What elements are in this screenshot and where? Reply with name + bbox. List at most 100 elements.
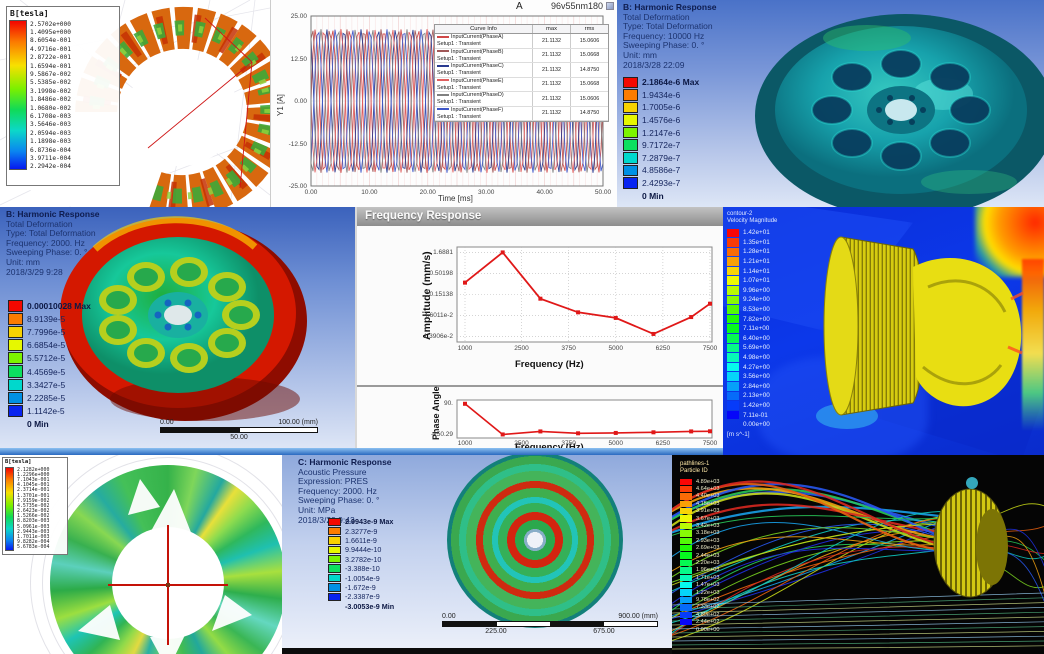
legend-value: 1.2296e+000 [17,471,50,478]
axis-tick: 6250 [655,345,671,352]
legend-row: -2.3387e-9 [328,592,394,601]
legend-value: 1.7005e-6 [642,102,681,113]
legend-values: 2.1282e+000 1.2296e+000 7.1043e-001 4.1045e… [17,467,49,551]
legend-value: -3.0053e-9 Min [345,601,395,611]
legend-unit: [m s^-1] [727,431,750,439]
legend-row: 3.91e+03 [680,508,720,515]
legend-values: 1.42e+01 1.35e+01 1.28e+01 1.21e+01 1.14e+01… [727,228,777,429]
colorbar [5,467,14,551]
field-legend: B[tesla] 2.5702e+000 1.4095e+000 8.6054e-0… [6,6,120,186]
coil-bore [126,57,238,167]
legend-value: 4.5735e-002 [17,502,50,509]
legend-value: 2.5702e+000 [30,20,71,28]
panel-frequency-response: Frequency Response Amplitude (mm/s) Phas… [355,207,723,455]
legend-value: 7.11e-01 [743,411,768,419]
legend-value: 8.53e+00 [743,306,770,314]
legend-band [680,604,692,611]
legend-row: 5.0961e-003 [17,524,49,530]
legend-row: 2.13e+00 [727,391,777,401]
frequency-axis-label: Frequency (Hz) [515,442,584,453]
legend-band [727,228,739,238]
legend-row: 1.1898e-003 [30,137,71,145]
legend-value: 1.1898e-003 [30,138,71,146]
plot-window-icon[interactable] [606,2,614,10]
plot-title: A [516,1,523,12]
curve-max: 21.1132 [532,34,570,48]
legend-value: 0.00010028 Max [27,300,91,311]
legend-row: 4.98e+00 [727,353,777,363]
curve-name: InputCurrent(PhaseD) Setup1 : Transient [437,92,504,105]
legend-value: 2.84e+00 [743,382,770,390]
axis-tick: 1.3906e-2 [423,332,453,340]
legend-band [680,493,692,500]
legend-band [328,592,341,602]
legend-band [623,139,638,152]
legend-row: 1.07e+01 [727,276,777,286]
legend-row: 2.0594e-003 [30,129,71,137]
axis-tick: 4.6011e-2 [424,311,453,319]
legend-row: 3.9711e-004 [30,154,71,162]
legend-subtitle: Particle ID [680,468,708,474]
frequency-response-charts [456,246,713,439]
legend-band [623,152,638,164]
legend-value: 3.2782e-10 [345,554,382,564]
legend-band [623,114,638,126]
legend-band [680,478,692,485]
legend-value: 2.3277e-9 [345,526,378,536]
legend-value: 1.8486e-002 [30,96,71,104]
legend-value: 2.4293e-7 [642,178,681,189]
legend-value: 2.9943e-9 Max [345,517,394,527]
legend-band [727,353,739,362]
header-line: Expression: PRES [298,476,368,487]
legend-row: 5.5712e-5 [8,352,91,365]
legend-row: 1.0680e-002 [30,104,71,112]
legend-value: 2.9443e-003 [17,528,50,535]
gear-side [976,509,1008,585]
legend-band [727,410,739,420]
legend-band [727,257,739,266]
axis-tick: 3750 [561,345,576,352]
legend-row: 7.7996e-5 [8,325,91,339]
panel-harmonic-10000hz: B: Harmonic Response Total Deformation Typ… [617,0,1044,207]
legend-band [727,391,739,401]
wheel-3d [755,14,1044,207]
legend-band [727,334,739,343]
legend-row: 7.9159e-002 [17,498,49,504]
curve-rms: 15.0668 [570,77,608,91]
legend-row: 0.00e+00 [680,626,720,633]
legend-row: -1.672e-9 [328,583,394,592]
header-line: Frequency: 2000. Hz [298,485,377,496]
legend-value: 0 Min [642,190,664,201]
chart-divider [357,385,723,387]
legend-row: 2.8722e-001 [30,54,71,62]
streamlines-plot [672,477,1044,650]
legend-band [727,295,739,305]
legend-value: 7.11e+00 [743,325,770,333]
legend-row: 1.21e+01 [727,257,777,267]
legend-value: 1.47e+03 [696,582,720,589]
window-title-bar[interactable]: Frequency Response [357,207,723,226]
hub-bolts [876,95,926,125]
legend-row: -3.388e-10 [328,564,394,573]
legend-band [727,286,739,295]
col-curve-info: Curve Info [470,26,497,32]
legend-band [680,618,692,626]
legend-band [680,485,692,493]
legend-row: 1.1142e-5 [8,405,91,418]
legend-row: 2.5702e+000 [30,20,71,28]
legend-row: 2.1282e+000 [17,467,49,473]
legend-value: 4.8586e-7 [642,165,681,176]
legend-value: 0.00e+00 [696,626,720,633]
legend-value: 9.24e+00 [743,296,770,304]
legend-value: 3.91e+03 [696,508,720,515]
legend-value: 2.2285e-5 [27,392,66,403]
legend-row: 1.22e+03 [680,589,720,596]
legend-row: 7.1043e-001 [17,477,49,483]
legend-row: 2.44e+03 [680,552,720,559]
axis-tick: 0.00 [304,189,318,196]
legend-values: 2.5702e+000 1.4095e+000 8.6054e-001 4.9716e… [30,20,71,171]
header-line: 2018/3/28 22:09 [623,59,685,70]
legend-values: 4.89e+03 4.64e+03 4.40e+03 4.15e+03 3.91e+03… [680,478,720,633]
legend-row: 9.96e+00 [727,286,777,296]
field-legend: B[tesla] 2.1282e+000 1.2296e+000 7.1043e-0… [2,457,68,555]
